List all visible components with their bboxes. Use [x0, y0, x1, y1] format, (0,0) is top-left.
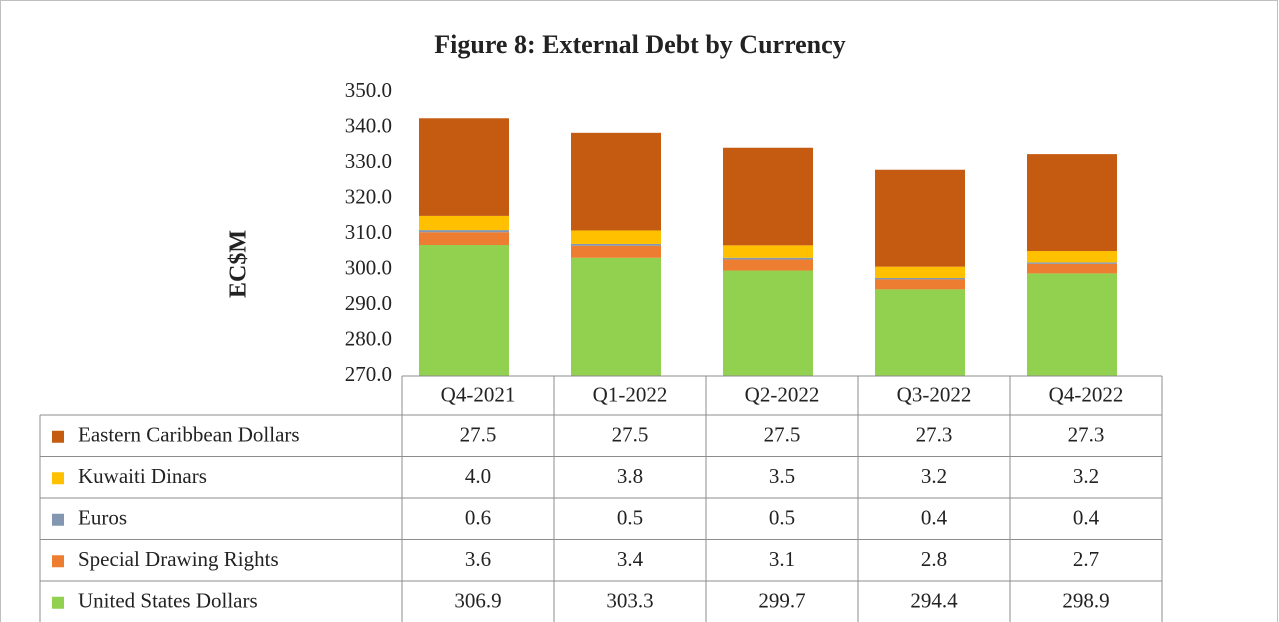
bar-segment [419, 245, 509, 376]
bar-segment [571, 132, 661, 231]
bar-segment [1027, 251, 1117, 263]
y-tick-label: 340.0 [345, 113, 392, 137]
table-value: 3.6 [465, 547, 491, 571]
legend-label: Kuwaiti Dinars [78, 464, 207, 488]
bar-segment [571, 230, 661, 244]
bar-segment [419, 118, 509, 216]
bar-segment [419, 232, 509, 246]
table-value: 27.3 [916, 423, 953, 447]
y-tick-label: 270.0 [345, 362, 392, 386]
table-value: 0.4 [921, 506, 948, 530]
table-value: 294.4 [910, 589, 958, 613]
chart-title: Figure 8: External Debt by Currency [434, 30, 845, 59]
table-value: 27.5 [460, 423, 497, 447]
table-value: 27.5 [612, 423, 649, 447]
bar-segment [875, 266, 965, 279]
x-tick-label: Q4-2021 [441, 382, 516, 406]
legend-label: Euros [78, 506, 127, 530]
bar-segment [875, 278, 965, 280]
y-tick-label: 310.0 [345, 220, 392, 244]
table-value: 27.5 [764, 423, 801, 447]
table-value: 2.8 [921, 547, 947, 571]
bar-segment [875, 289, 965, 376]
table-value: 3.1 [769, 547, 795, 571]
table-value: 4.0 [465, 464, 491, 488]
x-tick-label: Q2-2022 [745, 382, 820, 406]
table-value: 306.9 [454, 589, 501, 613]
bar-segment [571, 257, 661, 376]
legend-swatch [52, 596, 64, 609]
bar-segment [723, 147, 813, 246]
table-value: 3.2 [921, 464, 947, 488]
y-tick-label: 300.0 [345, 255, 392, 279]
legend-swatch [52, 430, 64, 443]
legend-label: Eastern Caribbean Dollars [78, 423, 300, 447]
bar-segment [571, 243, 661, 246]
table-value: 3.5 [769, 464, 795, 488]
legend-swatch [52, 472, 64, 485]
bar-segment [875, 169, 965, 267]
table-value: 2.7 [1073, 547, 1099, 571]
bar-segment [419, 230, 509, 233]
table-value: 298.9 [1062, 589, 1109, 613]
table-value: 27.3 [1068, 423, 1105, 447]
x-tick-label: Q1-2022 [593, 382, 668, 406]
bar-segment [1027, 262, 1117, 264]
y-tick-label: 290.0 [345, 291, 392, 315]
legend-swatch [52, 513, 64, 526]
legend-label: United States Dollars [78, 589, 258, 613]
legend-swatch [52, 555, 64, 568]
bar-segment [1027, 154, 1117, 252]
bar-segment [1027, 263, 1117, 274]
bar-segment [723, 245, 813, 258]
table-value: 3.2 [1073, 464, 1099, 488]
bar-segment [571, 245, 661, 258]
bar-segment [723, 270, 813, 376]
table-value: 3.8 [617, 464, 643, 488]
table-value: 0.5 [769, 506, 795, 530]
x-tick-label: Q4-2022 [1049, 382, 1124, 406]
table-value: 0.4 [1073, 506, 1100, 530]
y-tick-label: 320.0 [345, 184, 392, 208]
bar-segment [723, 259, 813, 271]
y-tick-label: 350.0 [345, 78, 392, 102]
table-value: 0.6 [465, 506, 491, 530]
table-value: 0.5 [617, 506, 643, 530]
table-value: 303.3 [606, 589, 653, 613]
x-tick-label: Q3-2022 [897, 382, 972, 406]
y-tick-label: 330.0 [345, 149, 392, 173]
bar-segment [419, 215, 509, 231]
y-axis-label: EC$M [226, 230, 252, 298]
bar-segment [875, 279, 965, 290]
table-value: 299.7 [758, 589, 805, 613]
table-value: 3.4 [617, 547, 644, 571]
y-tick-label: 280.0 [345, 326, 392, 350]
bar-segment [723, 257, 813, 260]
bar-segment [1027, 273, 1117, 376]
legend-label: Special Drawing Rights [78, 547, 279, 571]
